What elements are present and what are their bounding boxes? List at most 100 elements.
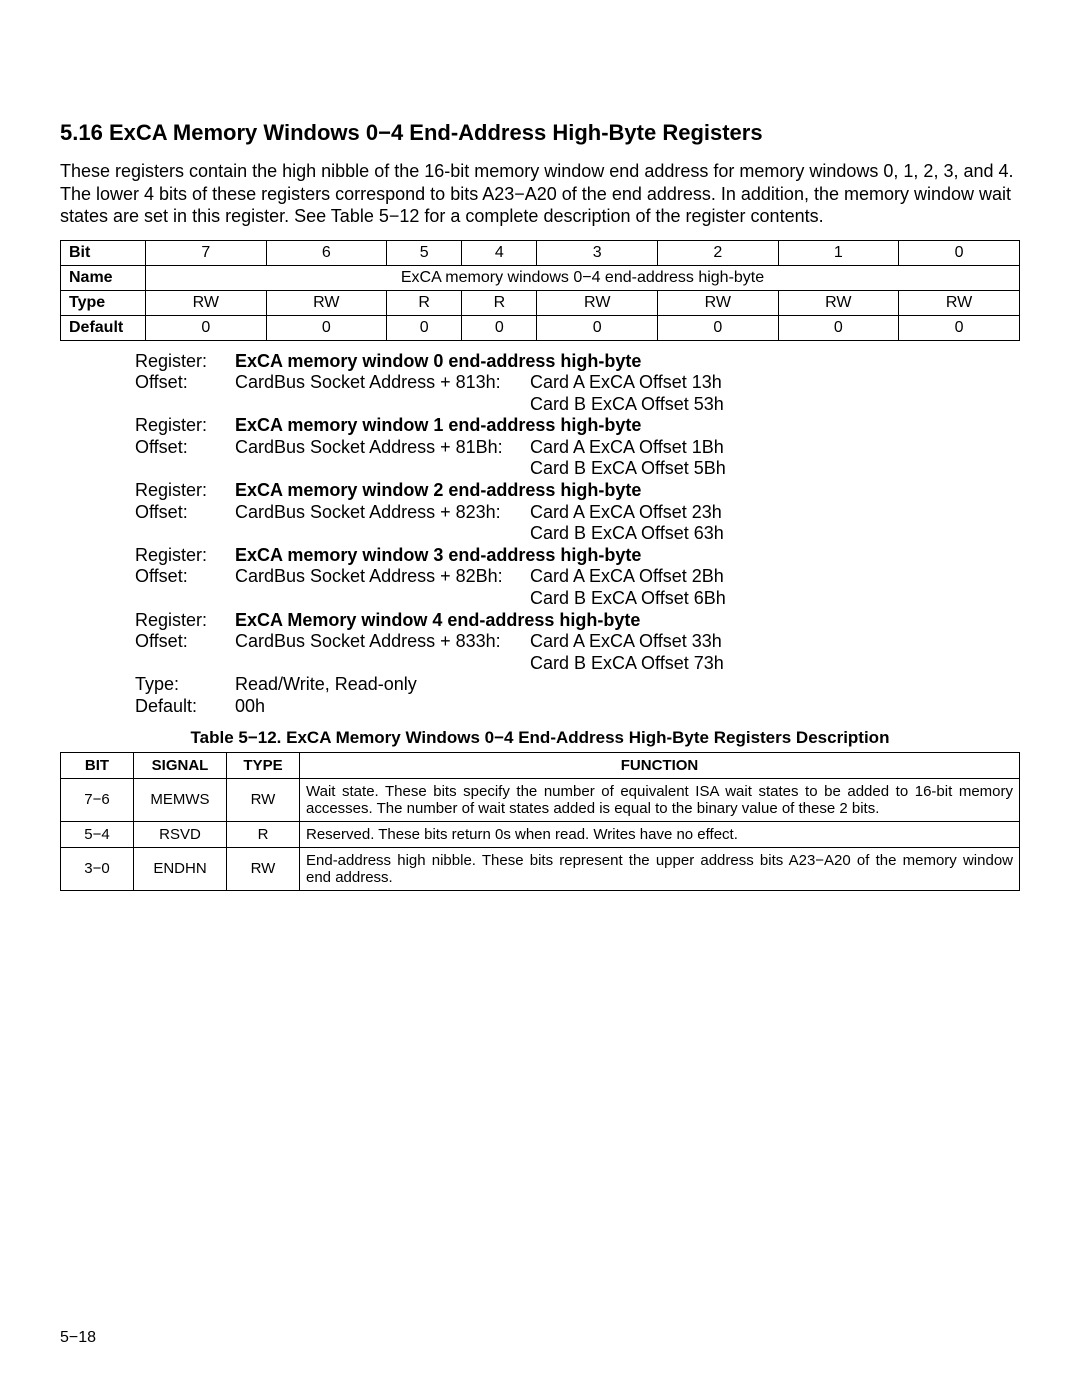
type-cell: RW — [146, 290, 267, 315]
desc-header-function: FUNCTION — [300, 752, 1020, 778]
reg-label: Register: — [135, 545, 235, 567]
offset-value: CardBus Socket Address + 833h: — [235, 631, 530, 653]
card-a: Card A ExCA Offset 2Bh — [530, 566, 724, 588]
default-row-label: Default — [61, 315, 146, 340]
card-b-row: Card B ExCA Offset 6Bh — [135, 588, 1020, 610]
name-span-cell: ExCA memory windows 0−4 end-address high… — [146, 265, 1020, 290]
desc-table-caption: Table 5−12. ExCA Memory Windows 0−4 End-… — [60, 728, 1020, 748]
type-row-label: Type — [61, 290, 146, 315]
offset-row: Offset: CardBus Socket Address + 81Bh: C… — [135, 437, 1020, 459]
register-details: Register: ExCA memory window 0 end-addre… — [135, 351, 1020, 718]
type-cell: RW — [899, 290, 1020, 315]
type-value: Read/Write, Read-only — [235, 674, 417, 696]
type-cell: R — [387, 290, 462, 315]
offset-label: Offset: — [135, 372, 235, 394]
bit-cell: 6 — [266, 240, 387, 265]
bit-cell: 7 — [146, 240, 267, 265]
reg-row: Register: ExCA memory window 1 end-addre… — [135, 415, 1020, 437]
desc-type: RW — [227, 778, 300, 821]
desc-function: End-address high nibble. These bits repr… — [300, 847, 1020, 890]
card-a: Card A ExCA Offset 13h — [530, 372, 722, 394]
card-b-row: Card B ExCA Offset 5Bh — [135, 458, 1020, 480]
type-cell: RW — [266, 290, 387, 315]
offset-row: Offset: CardBus Socket Address + 813h: C… — [135, 372, 1020, 394]
desc-signal: ENDHN — [134, 847, 227, 890]
card-a: Card A ExCA Offset 1Bh — [530, 437, 724, 459]
desc-function: Reserved. These bits return 0s when read… — [300, 821, 1020, 847]
section-number: 5.16 — [60, 120, 103, 145]
offset-label: Offset: — [135, 566, 235, 588]
offset-label: Offset: — [135, 502, 235, 524]
offset-value: CardBus Socket Address + 823h: — [235, 502, 530, 524]
type-row-detail: Type: Read/Write, Read-only — [135, 674, 1020, 696]
default-cell: 0 — [658, 315, 779, 340]
offset-row: Offset: CardBus Socket Address + 833h: C… — [135, 631, 1020, 653]
bit-cell: 2 — [658, 240, 779, 265]
reg-value: ExCA memory window 1 end-address high-by… — [235, 415, 641, 437]
card-b: Card B ExCA Offset 5Bh — [530, 458, 726, 480]
reg-value: ExCA memory window 0 end-address high-by… — [235, 351, 641, 373]
default-cell: 0 — [146, 315, 267, 340]
card-b: Card B ExCA Offset 6Bh — [530, 588, 726, 610]
section-title: 5.16 ExCA Memory Windows 0−4 End-Address… — [60, 120, 1020, 146]
reg-row: Register: ExCA memory window 3 end-addre… — [135, 545, 1020, 567]
default-value: 00h — [235, 696, 265, 718]
name-row: Name ExCA memory windows 0−4 end-address… — [61, 265, 1020, 290]
page: 5.16 ExCA Memory Windows 0−4 End-Address… — [0, 0, 1080, 1397]
bit-row: Bit 7 6 5 4 3 2 1 0 — [61, 240, 1020, 265]
offset-label: Offset: — [135, 631, 235, 653]
desc-row: 7−6 MEMWS RW Wait state. These bits spec… — [61, 778, 1020, 821]
reg-row: Register: ExCA memory window 0 end-addre… — [135, 351, 1020, 373]
desc-type: RW — [227, 847, 300, 890]
offset-label: Offset: — [135, 437, 235, 459]
reg-label: Register: — [135, 610, 235, 632]
offset-value: CardBus Socket Address + 813h: — [235, 372, 530, 394]
card-a: Card A ExCA Offset 23h — [530, 502, 722, 524]
default-row-detail: Default: 00h — [135, 696, 1020, 718]
reg-label: Register: — [135, 351, 235, 373]
section-heading: ExCA Memory Windows 0−4 End-Address High… — [109, 120, 763, 145]
desc-bit: 5−4 — [61, 821, 134, 847]
desc-table: BIT SIGNAL TYPE FUNCTION 7−6 MEMWS RW Wa… — [60, 752, 1020, 891]
reg-value: ExCA memory window 2 end-address high-by… — [235, 480, 641, 502]
offset-value: CardBus Socket Address + 82Bh: — [235, 566, 530, 588]
desc-function: Wait state. These bits specify the numbe… — [300, 778, 1020, 821]
bit-cell: 5 — [387, 240, 462, 265]
default-cell: 0 — [778, 315, 899, 340]
desc-row: 3−0 ENDHN RW End-address high nibble. Th… — [61, 847, 1020, 890]
type-cell: RW — [537, 290, 658, 315]
card-b: Card B ExCA Offset 53h — [530, 394, 724, 416]
desc-type: R — [227, 821, 300, 847]
reg-value: ExCA memory window 3 end-address high-by… — [235, 545, 641, 567]
type-label: Type: — [135, 674, 235, 696]
desc-signal: MEMWS — [134, 778, 227, 821]
bit-cell: 3 — [537, 240, 658, 265]
default-cell: 0 — [387, 315, 462, 340]
desc-bit: 7−6 — [61, 778, 134, 821]
intro-paragraph: These registers contain the high nibble … — [60, 160, 1020, 228]
type-cell: RW — [778, 290, 899, 315]
default-cell: 0 — [537, 315, 658, 340]
default-row: Default 0 0 0 0 0 0 0 0 — [61, 315, 1020, 340]
default-cell: 0 — [899, 315, 1020, 340]
desc-row: 5−4 RSVD R Reserved. These bits return 0… — [61, 821, 1020, 847]
default-cell: 0 — [266, 315, 387, 340]
bit-table: Bit 7 6 5 4 3 2 1 0 Name ExCA memory win… — [60, 240, 1020, 341]
desc-signal: RSVD — [134, 821, 227, 847]
bit-cell: 4 — [462, 240, 537, 265]
type-row: Type RW RW R R RW RW RW RW — [61, 290, 1020, 315]
reg-row: Register: ExCA Memory window 4 end-addre… — [135, 610, 1020, 632]
offset-value: CardBus Socket Address + 81Bh: — [235, 437, 530, 459]
card-b-row: Card B ExCA Offset 73h — [135, 653, 1020, 675]
reg-row: Register: ExCA memory window 2 end-addre… — [135, 480, 1020, 502]
card-b: Card B ExCA Offset 73h — [530, 653, 724, 675]
reg-value: ExCA Memory window 4 end-address high-by… — [235, 610, 640, 632]
card-b-row: Card B ExCA Offset 53h — [135, 394, 1020, 416]
reg-label: Register: — [135, 480, 235, 502]
desc-bit: 3−0 — [61, 847, 134, 890]
page-number: 5−18 — [60, 1329, 96, 1347]
default-label: Default: — [135, 696, 235, 718]
name-row-label: Name — [61, 265, 146, 290]
card-b-row: Card B ExCA Offset 63h — [135, 523, 1020, 545]
desc-header-bit: BIT — [61, 752, 134, 778]
